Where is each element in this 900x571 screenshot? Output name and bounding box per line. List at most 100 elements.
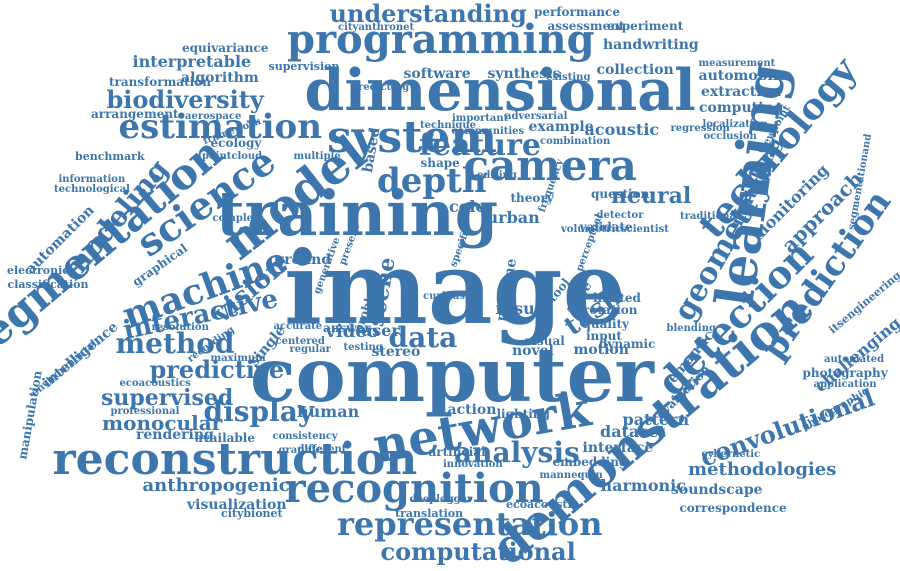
word-artificial: artificial [428, 445, 486, 459]
word-cybernetic: cybernetic [701, 449, 761, 460]
word-performance: performance [534, 5, 620, 19]
word-training: training [216, 177, 499, 250]
word-method: method [115, 327, 235, 360]
word-input: input [586, 329, 622, 343]
word-experiment: experiment [607, 19, 684, 33]
word-motion: motion [573, 342, 629, 358]
word-computational: computational [380, 537, 576, 566]
word-depth: depth [377, 161, 487, 201]
word-assessment: assessment [547, 19, 625, 33]
word-image: image [284, 229, 627, 347]
word-rotation: rotation [583, 303, 638, 317]
word-monocular: monocular [102, 411, 223, 435]
word-pointcloud: pointcloud [202, 151, 263, 162]
word-rendering: rendering [136, 427, 214, 443]
word-ecology: ecology [210, 136, 262, 150]
word-embedding: embedding [552, 455, 628, 469]
word-feature: feature [419, 128, 541, 163]
word-benchmark: benchmark [75, 149, 145, 163]
word-technological: technological [54, 184, 130, 195]
word-computing: computing [699, 100, 784, 116]
word-visualization: visualization [187, 497, 287, 513]
word-recognition: recognition [284, 465, 544, 512]
word-important: important [452, 113, 509, 124]
word-combination: combination [540, 136, 611, 147]
word-biodiversity: biodiversity [106, 85, 264, 114]
word-occlusion: occlusion [703, 131, 757, 142]
word-reconstruction: reconstruction [52, 434, 418, 485]
word-existing: existing [546, 72, 591, 83]
word-centered: centered [275, 336, 325, 347]
word-estimation: estimation [118, 107, 322, 147]
word-human: human [297, 402, 360, 421]
word-methodologies: methodologies [688, 459, 837, 480]
word-application: application [813, 379, 877, 390]
word-maximum: maximum [210, 353, 266, 364]
word-question: question [591, 187, 650, 201]
word-ecoacoustic: ecoacoustic [506, 497, 579, 511]
word-consistency: consistency [272, 431, 338, 442]
word-quality: quality [582, 317, 630, 331]
word-dataset: dataset [600, 422, 666, 441]
word-understanding: understanding [329, 0, 527, 28]
word-regular: regular [289, 344, 331, 355]
word-shape: shape [420, 156, 460, 170]
word-available: available [195, 431, 255, 445]
word-information: information [58, 174, 126, 185]
word-ground: ground [274, 252, 332, 268]
word-citybionet: citybionet [221, 506, 283, 520]
word-color: color [449, 197, 495, 216]
word-pattern: pattern [622, 410, 690, 429]
word-automated: automated [824, 354, 885, 365]
word-photography: photography [802, 366, 888, 380]
word-analysis: analysis [454, 436, 580, 469]
word-data: data [388, 321, 458, 354]
word-harmonic: harmonic [600, 476, 686, 495]
word-camera: camera [463, 141, 637, 190]
word-arrangement: arrangement [91, 107, 179, 121]
word-computer: computer [250, 330, 654, 419]
word-software: software [403, 66, 471, 82]
word-correspondence: correspondence [679, 501, 787, 515]
word-equivariance: equivariance [182, 41, 269, 55]
word-neural: neural [611, 183, 692, 209]
word-answer: answer [323, 321, 371, 335]
word-transformation: transformation [109, 75, 211, 89]
word-professional: professional [110, 406, 180, 417]
word-algorithm: algorithm [181, 70, 259, 86]
word-theory: theory [510, 191, 554, 205]
word-supervision: supervision [268, 59, 340, 73]
word-anthropogenic: anthropogenic [142, 475, 290, 496]
word-mannequin: mannequin [539, 470, 603, 481]
word-interpretable: interpretable [132, 52, 252, 71]
word-soundscape: soundscape [671, 482, 763, 498]
word-system: system [327, 112, 497, 163]
word-validate: validate [579, 220, 633, 234]
word-novel: novel [512, 343, 554, 359]
word-classification: classification [7, 277, 89, 291]
word-limited: limited [593, 291, 641, 305]
word-measurement: measurement [698, 58, 776, 69]
word-extraction: extraction [701, 84, 781, 100]
word-urban: urban [486, 208, 540, 227]
word-scientist: scientist [621, 224, 669, 235]
word-detector: detector [596, 210, 644, 221]
word-stereo: stereo [371, 344, 421, 360]
word-volumetric: volumetric [561, 224, 622, 235]
word-electronic: electronic [7, 263, 69, 277]
word-different: different [297, 444, 347, 455]
word-cityanthronet: cityanthronet [338, 22, 415, 33]
word-synthesis: synthesis [487, 66, 561, 82]
word-example: example [528, 119, 594, 135]
word-localization: localization [702, 119, 768, 130]
word-translation: translation [395, 506, 464, 520]
word-predicting: predicting [351, 82, 410, 93]
word-dynamic: dynamic [599, 337, 656, 351]
word-representation: representation [337, 505, 603, 543]
word-result: result [495, 299, 549, 318]
word-testing: testing [343, 342, 383, 353]
word-editing: editing [477, 170, 517, 181]
word-user: user [360, 321, 400, 340]
word-multiple: multiple [293, 151, 341, 162]
word-ecoacoustics: ecoacoustics [119, 378, 191, 389]
